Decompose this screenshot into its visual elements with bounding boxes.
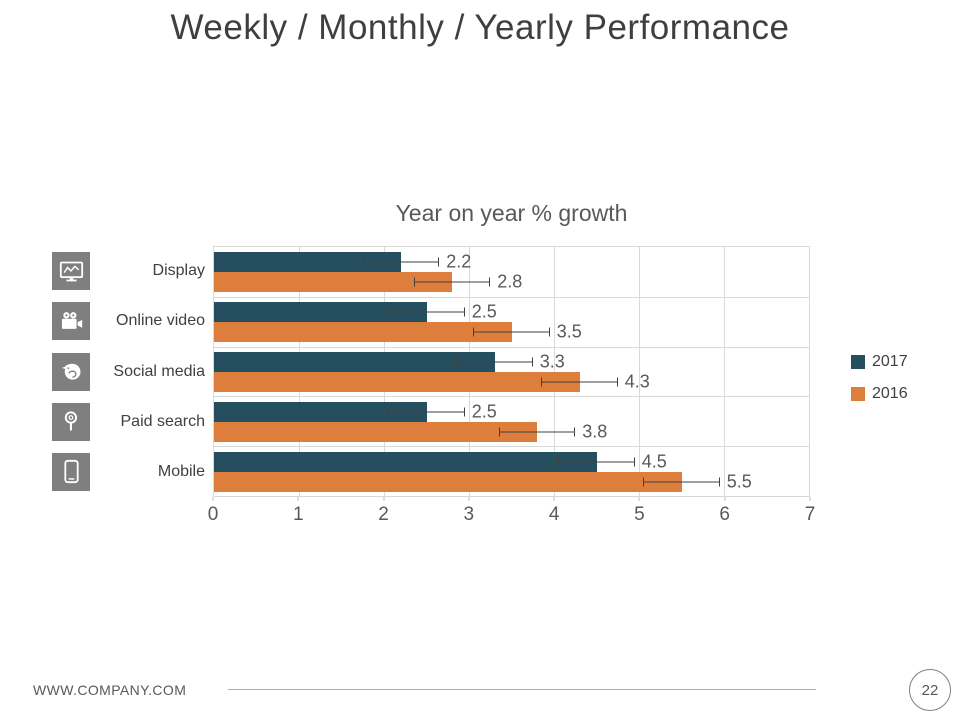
search-magnifier-icon xyxy=(52,402,90,441)
category-label-display: Display xyxy=(152,262,205,280)
social-bird-icon xyxy=(52,352,90,391)
plot-area: 2.2 2.8 2.5 3.5 3.3 4.3 2.5 3.8 4.5 5.5 xyxy=(213,246,810,497)
gridline-x-6 xyxy=(724,247,725,496)
error-bar-2016-paid-search xyxy=(498,427,576,437)
mobile-phone-icon xyxy=(52,452,90,491)
category-column: Display Online video Social media Paid sear… xyxy=(40,246,205,497)
x-tick-label-5: 5 xyxy=(634,504,645,525)
error-bar-2017-online-video xyxy=(388,307,465,317)
bar-row-2016-display: 2.8 xyxy=(214,271,809,292)
display-monitor-icon xyxy=(52,252,90,291)
category-row-paid-search: Paid search xyxy=(40,397,205,447)
bar-row-2017-social-media: 3.3 xyxy=(214,351,809,372)
x-tick-label-4: 4 xyxy=(548,504,560,525)
error-bar-2017-mobile xyxy=(558,457,635,467)
x-tick-label-6: 6 xyxy=(719,504,730,525)
bar-2017-paid-search xyxy=(214,401,427,422)
chart-title: Year on year % growth xyxy=(395,200,628,226)
x-tick-mark-6 xyxy=(724,497,726,501)
bar-row-2016-social-media: 4.3 xyxy=(214,371,809,392)
x-tick-mark-4 xyxy=(553,497,555,501)
data-label-2017-display: 2.2 xyxy=(446,251,472,272)
x-tick-label-3: 3 xyxy=(463,504,475,525)
legend-swatch-2016 xyxy=(851,387,865,401)
category-row-online-video: Online video xyxy=(40,296,205,346)
data-label-2016-mobile: 5.5 xyxy=(726,471,752,492)
data-label-2016-display: 2.8 xyxy=(497,271,523,292)
category-label-paid-search: Paid search xyxy=(120,412,206,430)
bar-2017-mobile xyxy=(214,451,597,472)
x-tick-mark-5 xyxy=(638,497,640,501)
x-tick-mark-7 xyxy=(809,497,811,501)
error-bar-2017-social-media xyxy=(456,357,533,367)
legend-label-2016: 2016 xyxy=(872,385,908,402)
category-label-mobile: Mobile xyxy=(157,462,205,480)
data-label-2017-online-video: 2.5 xyxy=(471,301,497,322)
category-group-paid-search: 2.5 3.8 xyxy=(214,396,809,446)
error-bar-2016-social-media xyxy=(541,377,618,387)
x-tick-mark-1 xyxy=(297,497,299,501)
category-row-mobile: Mobile xyxy=(40,447,205,497)
bar-2016-paid-search xyxy=(214,421,537,442)
category-row-display: Display xyxy=(40,246,205,296)
legend: 2017 2016 xyxy=(851,353,908,417)
data-label-2016-online-video: 3.5 xyxy=(556,321,582,342)
bar-2016-mobile xyxy=(214,471,682,492)
data-label-2017-social-media: 3.3 xyxy=(539,351,565,372)
category-label-social-media: Social media xyxy=(113,362,205,380)
bar-row-2017-display: 2.2 xyxy=(214,251,809,272)
error-bar-2016-online-video xyxy=(473,327,550,337)
bar-row-2016-mobile: 5.5 xyxy=(214,471,809,492)
x-tick-label-7: 7 xyxy=(804,504,816,525)
legend-label-2017: 2017 xyxy=(872,353,908,370)
footer-divider-line xyxy=(228,689,816,690)
page-number-badge: 22 xyxy=(909,669,951,711)
bar-row-2017-online-video: 2.5 xyxy=(214,301,809,323)
data-label-2016-social-media: 4.3 xyxy=(624,371,650,392)
bar-row-2017-paid-search: 2.5 xyxy=(214,401,809,422)
video-camera-icon xyxy=(52,302,90,341)
x-tick-label-2: 2 xyxy=(378,504,389,525)
gridline-x-5 xyxy=(639,247,640,496)
legend-item-2017: 2017 xyxy=(851,353,908,371)
error-bar-2016-display xyxy=(413,277,491,287)
gridline-x-4 xyxy=(554,247,555,496)
x-tick-label-0: 0 xyxy=(207,504,219,525)
data-label-2016-paid-search: 3.8 xyxy=(582,421,608,442)
bar-2016-display xyxy=(214,271,452,292)
error-bar-2016-mobile xyxy=(643,477,720,487)
category-group-online-video: 2.5 3.5 xyxy=(214,296,809,347)
legend-swatch-2017 xyxy=(851,355,865,369)
x-axis: 0 1 2 3 4 5 6 7 xyxy=(208,497,815,533)
footer-website: WWW.COMPANY.COM xyxy=(33,682,187,698)
bar-2016-social-media xyxy=(214,371,580,392)
bar-2017-display xyxy=(214,251,401,272)
bar-2016-online-video xyxy=(214,322,512,343)
bar-2017-online-video xyxy=(214,302,427,323)
error-bar-2017-display xyxy=(362,257,440,267)
x-tick-mark-0 xyxy=(212,497,214,501)
category-group-social-media: 3.3 4.3 xyxy=(214,346,809,397)
x-tick-mark-2 xyxy=(383,497,385,501)
category-row-social-media: Social media xyxy=(40,346,205,396)
data-label-2017-paid-search: 2.5 xyxy=(471,401,497,422)
x-tick-label-1: 1 xyxy=(292,504,304,525)
category-group-display: 2.2 2.8 xyxy=(214,247,809,297)
legend-item-2016: 2016 xyxy=(851,385,908,403)
bar-row-2016-online-video: 3.5 xyxy=(214,321,809,343)
bar-row-2017-mobile: 4.5 xyxy=(214,451,809,472)
category-label-online-video: Online video xyxy=(116,312,205,330)
bar-2017-social-media xyxy=(214,351,495,372)
category-group-mobile: 4.5 5.5 xyxy=(214,446,809,496)
x-tick-mark-3 xyxy=(468,497,470,501)
error-bar-2017-paid-search xyxy=(388,407,465,417)
slide-title: Weekly / Monthly / Yearly Performance xyxy=(170,8,790,47)
page-number: 22 xyxy=(921,681,939,699)
bar-row-2016-paid-search: 3.8 xyxy=(214,421,809,442)
data-label-2017-mobile: 4.5 xyxy=(641,451,667,472)
